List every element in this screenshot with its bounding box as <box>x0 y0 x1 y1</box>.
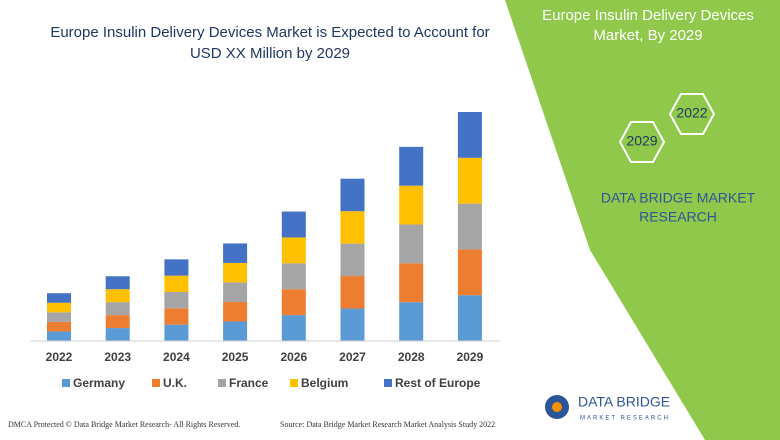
bar-segment <box>105 276 130 290</box>
bar-segment <box>340 243 365 277</box>
bar-segment <box>105 289 130 303</box>
bar-segment <box>105 302 130 316</box>
legend-label: U.K. <box>163 376 187 390</box>
bar-segment <box>164 275 189 293</box>
bar-segment <box>399 224 424 264</box>
legend-swatch <box>152 379 160 387</box>
bar-segment <box>105 315 130 329</box>
hex-label: 2029 <box>626 133 657 149</box>
legend-swatch <box>290 379 298 387</box>
legend-label: Germany <box>73 376 125 390</box>
bar-segment <box>164 308 189 325</box>
bar-segment <box>340 308 365 341</box>
bar-segment <box>47 302 71 313</box>
brand: RESEARCH <box>639 209 717 225</box>
x-tick-label: 2023 <box>104 350 131 364</box>
footer-left: DMCA Protected © Data Bridge Market Rese… <box>8 420 240 429</box>
bar-segment <box>457 249 482 296</box>
hex-label: 2022 <box>676 105 707 121</box>
x-tick-label: 2022 <box>46 350 73 364</box>
footer-right: Source: Data Bridge Market Research Mark… <box>280 420 495 429</box>
legend-swatch <box>384 379 392 387</box>
x-tick-label: 2025 <box>222 350 249 364</box>
chart-subtitle: USD XX Million by 2029 <box>190 45 350 62</box>
bar-segment <box>281 315 306 341</box>
x-tick-label: 2027 <box>339 350 366 364</box>
panel-title: Market, By 2029 <box>593 27 702 44</box>
bar-segment <box>47 312 71 322</box>
bar-segment <box>47 293 71 303</box>
hexagon <box>668 93 716 135</box>
bar-segment <box>457 157 482 204</box>
bar-segment <box>47 331 71 341</box>
bar-segment <box>164 324 189 341</box>
x-tick-label: 2026 <box>280 350 307 364</box>
legend-swatch <box>218 379 226 387</box>
bar-segment <box>223 321 248 341</box>
bar-segment <box>457 295 482 341</box>
bar-segment <box>105 328 130 341</box>
bar-segment <box>223 262 248 283</box>
bar-segment <box>281 237 306 264</box>
bar-segment <box>223 282 248 302</box>
bar-segment <box>223 243 248 263</box>
bar-segment <box>457 203 482 250</box>
x-tick-label: 2024 <box>163 350 190 364</box>
bar-segment <box>47 321 71 332</box>
x-tick-label: 2028 <box>398 350 425 364</box>
hexagon <box>618 121 666 163</box>
bar-segment <box>399 146 424 186</box>
bar-segment <box>164 292 189 309</box>
bar-segment <box>340 178 365 212</box>
logo-sub: MARKET RESEARCH <box>580 416 670 422</box>
logo-icon <box>552 402 562 412</box>
brand: DATA BRIDGE MARKET <box>601 190 756 206</box>
bar-segment <box>281 211 306 238</box>
legend-label: France <box>229 376 269 390</box>
legend-swatch <box>62 379 70 387</box>
bar-segment <box>457 112 482 158</box>
bar-segment <box>281 289 306 316</box>
bar-segment <box>223 301 248 322</box>
panel-title: Europe Insulin Delivery Devices <box>542 7 754 24</box>
bar-segment <box>281 263 306 290</box>
bar-segment <box>340 276 365 309</box>
bar-segment <box>399 302 424 341</box>
bar-segment <box>340 211 365 244</box>
x-tick-label: 2029 <box>457 350 484 364</box>
logo-text: DATA BRIDGE <box>578 394 670 410</box>
chart-title: Europe Insulin Delivery Devices Market i… <box>50 24 489 41</box>
legend-label: Rest of Europe <box>395 376 481 390</box>
bar-segment <box>399 263 424 303</box>
bar-segment <box>164 259 189 276</box>
bar-segment <box>399 185 424 225</box>
legend-label: Belgium <box>301 376 348 390</box>
